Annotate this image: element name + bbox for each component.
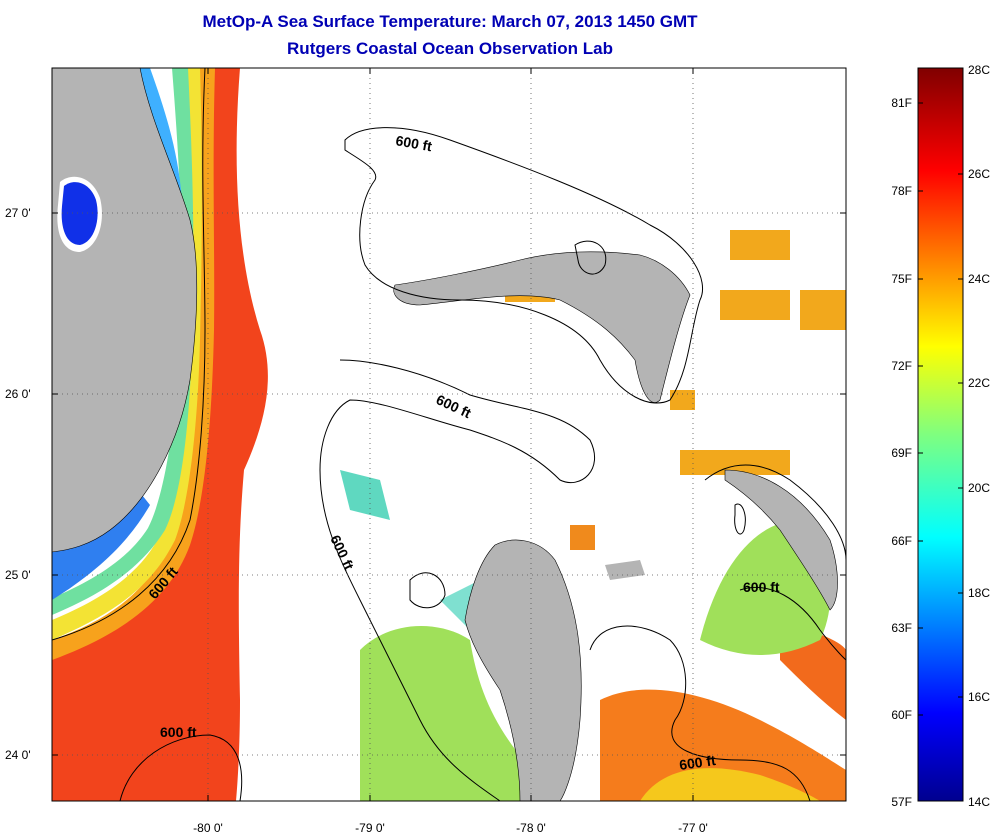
sst-map: 600 ft 600 ft 600 ft 600 ft 600 ft 600 f… xyxy=(52,68,846,801)
colorbar-fahrenheit-label: 78F xyxy=(891,184,912,198)
lat-label: 27 0' xyxy=(5,206,31,220)
colorbar-celsius-label: 24C xyxy=(968,272,990,286)
lon-label: -79 0' xyxy=(355,821,385,835)
colorbar-celsius-label: 18C xyxy=(968,586,990,600)
map-subtitle: Rutgers Coastal Ocean Observation Lab xyxy=(287,39,613,58)
south-yellow-patch xyxy=(640,768,820,801)
colorbar-celsius-label: 14C xyxy=(968,795,990,809)
colorbar-celsius-label: 28C xyxy=(968,63,990,77)
contour-label: 600 ft xyxy=(394,132,433,154)
colorbar-ticks xyxy=(918,102,963,716)
lon-label: -78 0' xyxy=(516,821,546,835)
colorbar-fahrenheit-label: 57F xyxy=(891,795,912,809)
lake-okeechobee xyxy=(61,182,98,245)
lon-label: -77 0' xyxy=(678,821,708,835)
temperature-colorbar xyxy=(917,67,964,802)
lon-label: -80 0' xyxy=(193,821,223,835)
colorbar-fahrenheit-label: 69F xyxy=(891,446,912,460)
map-border xyxy=(51,67,847,802)
eleuthera-patch xyxy=(670,390,695,410)
colorbar-fahrenheit-label: 63F xyxy=(891,621,912,635)
colorbar-celsius-label: 26C xyxy=(968,167,990,181)
colorbar-fahrenheit-label: 66F xyxy=(891,534,912,548)
map-title: MetOp-A Sea Surface Temperature: March 0… xyxy=(202,12,698,31)
map-ticks xyxy=(52,68,846,801)
colorbar-celsius-label: 20C xyxy=(968,481,990,495)
colorbar-celsius-label: 22C xyxy=(968,376,990,390)
contour-label: 600 ft xyxy=(678,752,717,773)
colorbar-celsius-label: 16C xyxy=(968,690,990,704)
contour-label: 600 ft xyxy=(160,724,197,740)
exuma-land xyxy=(605,560,645,580)
south-warm-patch xyxy=(600,689,846,801)
colorbar-fahrenheit-label: 60F xyxy=(891,708,912,722)
lat-label: 25 0' xyxy=(5,568,31,582)
eleuthera-land xyxy=(724,469,838,611)
andros-east-patch xyxy=(570,525,595,550)
map-grid xyxy=(52,68,846,801)
abaco-east-patch-3 xyxy=(800,290,846,330)
shelf-sst-green xyxy=(52,68,194,615)
lat-label: 26 0' xyxy=(5,387,31,401)
abaco-east-patch-2 xyxy=(720,290,790,320)
colorbar-fahrenheit-label: 81F xyxy=(891,96,912,110)
cay-sal-sst-green xyxy=(360,626,560,801)
lat-label: 24 0' xyxy=(5,748,31,762)
north-cay-sst-cyan xyxy=(340,470,390,520)
abaco-land xyxy=(393,251,691,403)
shelf-sst-blue xyxy=(52,490,150,600)
contour-label: 600 ft xyxy=(743,579,780,595)
abaco-east-patch xyxy=(730,230,790,260)
colorbar-fahrenheit-label: 72F xyxy=(891,359,912,373)
colorbar-fahrenheit-label: 75F xyxy=(891,272,912,286)
depth-contours xyxy=(52,68,846,801)
